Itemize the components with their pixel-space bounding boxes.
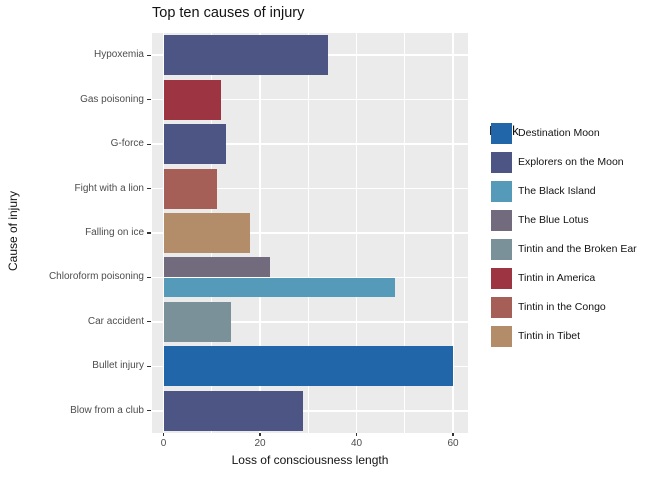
y-tick-label: Bullet injury <box>92 360 144 372</box>
y-tick-label: Gas poisoning <box>80 93 144 105</box>
chart-title: Top ten causes of injury <box>152 5 305 21</box>
legend-key-swatch <box>491 268 512 289</box>
major-gridline <box>152 187 468 190</box>
major-gridline <box>152 143 468 145</box>
legend-key-swatch <box>491 297 512 318</box>
y-tick-mark <box>147 54 151 56</box>
major-gridline <box>152 276 468 279</box>
bar <box>163 213 251 253</box>
bar <box>163 346 453 387</box>
bar <box>163 390 304 431</box>
legend-entry-label: The Black Island <box>518 185 596 197</box>
x-tick-label: 0 <box>160 438 167 449</box>
legend-entry-label: Tintin in Tibet <box>518 330 581 342</box>
y-tick-mark <box>147 187 151 190</box>
bar <box>163 257 270 277</box>
legend-entry-label: Destination Moon <box>518 127 600 139</box>
legend-key-swatch <box>491 239 512 260</box>
y-tick-mark <box>147 365 151 367</box>
y-tick-label: Fight with a lion <box>74 182 144 194</box>
bar <box>163 124 227 165</box>
legend-entry-label: Tintin in the Congo <box>518 301 606 313</box>
x-axis-title: Loss of consciousness length <box>231 453 389 467</box>
y-tick-mark <box>147 232 151 234</box>
bar <box>163 35 328 76</box>
y-tick-label: Chloroform poisoning <box>48 271 144 283</box>
x-tick-mark <box>162 433 165 436</box>
bar <box>163 79 222 120</box>
y-tick-label: Falling on ice <box>85 227 144 238</box>
y-tick-label: Blow from a club <box>70 404 144 416</box>
y-tick-mark <box>147 143 151 145</box>
x-tick-label: 60 <box>447 438 459 449</box>
major-gridline <box>152 98 468 101</box>
legend-key-swatch <box>491 181 512 202</box>
y-tick-label: Hypoxemia <box>93 49 144 61</box>
y-tick-mark <box>147 410 151 412</box>
major-gridline <box>152 409 468 412</box>
y-tick-label: Car accident <box>87 315 144 327</box>
bar <box>163 168 217 209</box>
x-tick-mark <box>259 433 261 436</box>
legend-key-swatch <box>491 210 512 231</box>
legend-entry-label: Explorers on the Moon <box>518 156 624 168</box>
y-tick-label: G-force <box>110 138 144 150</box>
legend-entry-label: Tintin and the Broken Ear <box>518 243 637 255</box>
bar <box>163 277 396 298</box>
legend-key-swatch <box>491 152 512 173</box>
legend-key-swatch <box>491 326 512 347</box>
x-tick-label: 40 <box>350 438 363 449</box>
legend-key-swatch <box>491 123 512 144</box>
major-gridline <box>152 321 468 323</box>
plot-panel <box>152 33 468 433</box>
x-tick-mark <box>355 433 358 436</box>
y-tick-mark <box>147 99 151 101</box>
x-tick-label: 20 <box>254 438 266 449</box>
legend-entry-label: Tintin in America <box>518 272 596 284</box>
x-tick-mark <box>452 433 454 436</box>
y-tick-mark <box>147 276 151 279</box>
bar <box>163 301 232 342</box>
legend-entry-label: The Blue Lotus <box>518 214 589 226</box>
major-gridline <box>152 232 468 234</box>
y-tick-mark <box>147 321 151 323</box>
